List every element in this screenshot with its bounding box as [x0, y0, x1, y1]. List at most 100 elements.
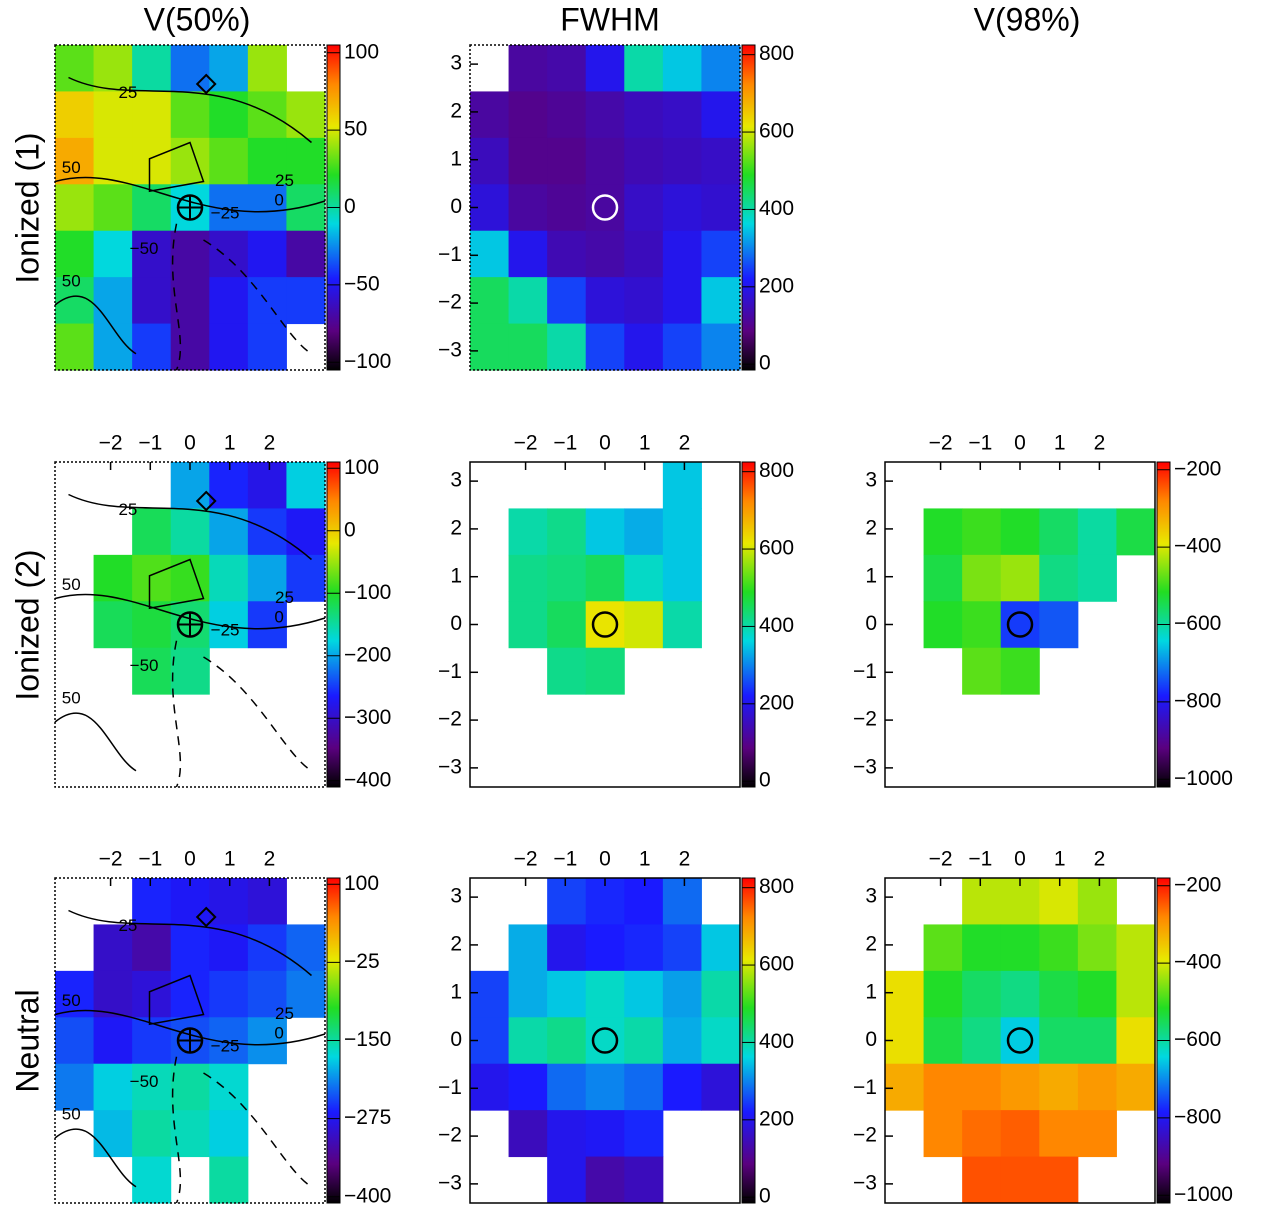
colorbar-label: 800 — [759, 875, 794, 898]
cell — [662, 601, 702, 649]
y-tick-label: 0 — [450, 612, 462, 635]
diamond-marker — [195, 73, 217, 95]
contour-line — [68, 909, 312, 977]
cell — [1116, 1017, 1156, 1065]
contour-line — [148, 558, 205, 610]
y-tick-label: 2 — [450, 932, 462, 955]
cell — [547, 91, 587, 139]
cell — [508, 1110, 548, 1158]
cell — [247, 508, 287, 556]
x-tick-label: −2 — [99, 432, 123, 455]
cell — [962, 924, 1002, 972]
y-tick-label: 1 — [865, 564, 877, 587]
cell — [1077, 1017, 1117, 1065]
panel: −2 −1 0 1 2 −3 −2 −1 0 1 2 3 0 200 400 600 800 — [438, 432, 794, 792]
cell — [1000, 601, 1040, 649]
cell — [547, 601, 587, 649]
cell — [547, 1110, 587, 1158]
center-marker — [1006, 1027, 1034, 1054]
cell — [923, 1017, 963, 1065]
center-marker — [178, 612, 202, 637]
cell — [170, 277, 210, 325]
contour-line — [54, 593, 326, 630]
contour-label: 50 — [62, 575, 81, 594]
cell — [170, 647, 210, 695]
cell — [93, 323, 133, 371]
cell — [624, 137, 664, 185]
cell — [247, 45, 287, 92]
cell — [624, 45, 664, 92]
cell — [662, 970, 702, 1018]
cell — [1000, 970, 1040, 1018]
colorbar-label: 50 — [344, 118, 367, 141]
cell — [923, 924, 963, 972]
x-tick-label: 1 — [224, 432, 236, 455]
x-tick-label: −2 — [929, 848, 953, 871]
panel: −2 −1 0 1 2 −3 −2 −1 0 1 2 3 −1000 −800 −600 −400 −200 — [853, 432, 1233, 790]
cell — [701, 45, 741, 92]
cell — [1039, 1156, 1079, 1204]
cell — [55, 91, 95, 139]
cell — [1116, 508, 1156, 556]
cell — [923, 554, 963, 602]
cell — [662, 277, 702, 325]
y-tick-label: −2 — [853, 708, 877, 731]
cell — [624, 91, 664, 139]
colorbar-label: 200 — [759, 691, 794, 714]
center-marker — [178, 1028, 202, 1053]
contour-label: 25 — [275, 588, 294, 607]
diamond-marker — [195, 490, 217, 512]
colorbar-label: 0 — [759, 769, 771, 792]
colorbar — [326, 461, 341, 788]
y-tick-label: 1 — [450, 564, 462, 587]
cell — [508, 91, 548, 139]
y-tick-label: 2 — [865, 516, 877, 539]
contour-label: 0 — [274, 190, 283, 209]
cell — [962, 508, 1002, 556]
colorbar-label: 200 — [759, 274, 794, 297]
contour-line — [54, 176, 326, 213]
cell — [547, 554, 587, 602]
cell — [247, 970, 287, 1018]
y-tick-label: −3 — [853, 755, 877, 778]
cell — [624, 970, 664, 1018]
cell — [93, 554, 133, 602]
x-tick-label: 1 — [224, 848, 236, 871]
cell — [132, 45, 172, 92]
y-tick-label: −2 — [438, 708, 462, 731]
cell — [470, 91, 510, 139]
cell — [662, 230, 702, 278]
cell — [962, 1110, 1002, 1158]
cell — [1077, 554, 1117, 602]
cell — [93, 1110, 133, 1158]
cell — [247, 1017, 287, 1065]
cell — [93, 601, 133, 649]
colorbar-label: −1000 — [1174, 1183, 1233, 1206]
cell — [923, 1063, 963, 1111]
cell — [1000, 924, 1040, 972]
cell — [470, 970, 510, 1018]
y-tick-label: 0 — [450, 195, 462, 218]
cell — [286, 91, 326, 139]
cell — [547, 508, 587, 556]
colorbar-label: 400 — [759, 614, 794, 637]
contour-line — [148, 141, 205, 193]
cell — [962, 554, 1002, 602]
colorbar-label: 0 — [344, 195, 356, 218]
cell — [585, 647, 625, 695]
colorbar-label: −50 — [344, 272, 380, 295]
cell — [624, 230, 664, 278]
cell — [470, 230, 510, 278]
cell — [1039, 601, 1079, 649]
plot-frame — [469, 44, 741, 371]
cell — [1116, 924, 1156, 972]
cell — [885, 1063, 925, 1111]
column-title: V(98%) — [974, 1, 1081, 37]
contour-line — [68, 493, 312, 561]
colorbar-label: 0 — [344, 518, 356, 541]
cell — [1039, 1017, 1079, 1065]
x-tick-label: 0 — [599, 432, 611, 455]
y-tick-label: −3 — [438, 338, 462, 361]
